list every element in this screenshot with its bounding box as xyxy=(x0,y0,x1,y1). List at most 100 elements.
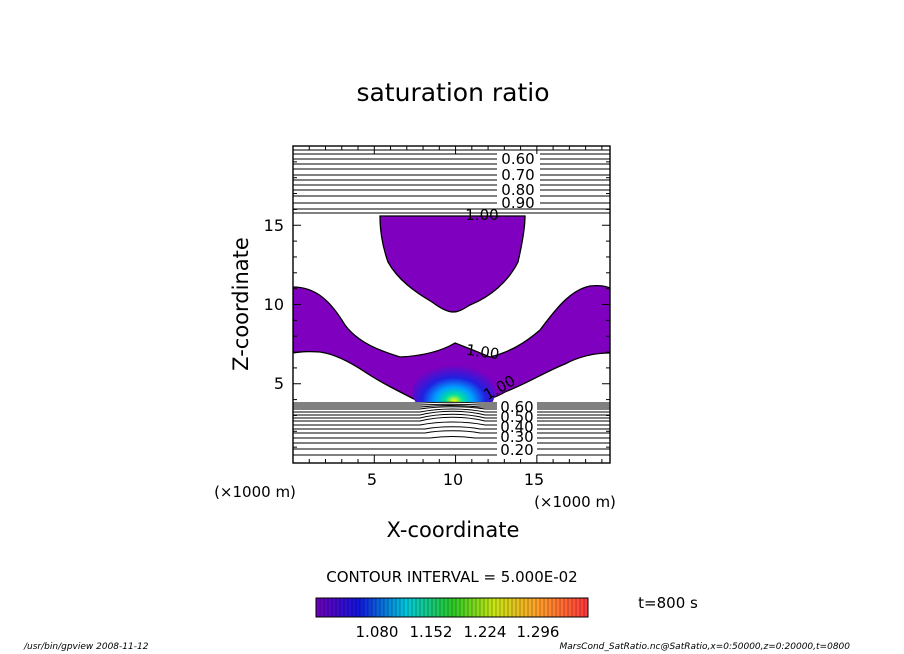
contour-label: 0.60 xyxy=(500,398,533,416)
colorbar-swatch xyxy=(511,597,517,618)
colorbar-swatch xyxy=(475,597,481,618)
colorbar-swatch xyxy=(531,597,537,618)
colorbar-swatch xyxy=(379,597,385,618)
colorbar-swatch xyxy=(355,597,361,618)
colorbar-swatch xyxy=(515,597,521,618)
colorbar-swatch xyxy=(467,597,473,618)
chart-title: saturation ratio xyxy=(356,78,549,107)
colorbar-swatch xyxy=(411,597,417,618)
colorbar-swatch xyxy=(471,597,477,618)
colorbar-swatch xyxy=(391,597,397,618)
y-tick-label: 5 xyxy=(274,374,284,393)
contour-label: 0.70 xyxy=(501,166,534,184)
colorbar-swatch xyxy=(571,597,577,618)
colorbar-swatch xyxy=(351,597,357,618)
colorbar-tick-label: 1.152 xyxy=(410,623,453,641)
colorbar-swatch xyxy=(551,597,557,618)
contour-label: 0.50 xyxy=(500,408,533,426)
upper-contour-lines xyxy=(293,149,610,214)
colorbar-swatch xyxy=(463,597,469,618)
colorbar-swatch xyxy=(547,597,553,618)
colorbar-swatch xyxy=(407,597,413,618)
contour-label: 0.40 xyxy=(500,418,533,436)
colorbar-swatch xyxy=(559,597,565,618)
colorbar-swatch xyxy=(427,597,433,618)
colorbar-tick-label: 1.296 xyxy=(517,623,560,641)
colorbar-swatch xyxy=(507,597,513,618)
colorbar-swatch xyxy=(479,597,485,618)
colorbar-swatch xyxy=(443,597,449,618)
colorbar-swatch xyxy=(451,597,457,618)
time-label: t=800 s xyxy=(638,594,698,612)
colorbar-swatch xyxy=(543,597,549,618)
colorbar-swatch xyxy=(363,597,369,618)
colorbar-swatch xyxy=(575,597,581,618)
y-axis-unit: (×1000 m) xyxy=(214,483,296,501)
colorbar-swatch xyxy=(371,597,377,618)
colorbar-swatch xyxy=(567,597,573,618)
colorbar-swatch xyxy=(339,597,345,618)
colorbar-swatch xyxy=(459,597,465,618)
contour-label: 0.80 xyxy=(501,181,534,199)
colorbar-swatch xyxy=(347,597,353,618)
contour-label: 1.00 xyxy=(465,341,501,363)
colorbar-swatch xyxy=(399,597,405,618)
colorbar-swatch xyxy=(395,597,401,618)
colorbar-swatch xyxy=(343,597,349,618)
colorbar-swatch xyxy=(439,597,445,618)
colorbar-frame xyxy=(315,597,589,618)
contour-label: 1.00 xyxy=(465,206,498,224)
colorbar-swatch xyxy=(387,597,393,618)
colorbar-swatch xyxy=(523,597,529,618)
colorbar-swatch xyxy=(367,597,373,618)
colorbar-swatch xyxy=(415,597,421,618)
colorbar-swatch xyxy=(435,597,441,618)
y-axis-label: Z-coordinate xyxy=(229,237,253,371)
colorbar-swatch xyxy=(403,597,409,618)
lower-contour-lines xyxy=(293,401,610,456)
x-tick-label: 10 xyxy=(443,470,463,489)
colorbar-swatch xyxy=(419,597,425,618)
x-axis-label: X-coordinate xyxy=(387,518,520,542)
colorbar-swatch xyxy=(423,597,429,618)
colorbar-swatch xyxy=(579,597,585,618)
colorbar-swatch xyxy=(555,597,561,618)
colorbar-swatch xyxy=(563,597,569,618)
colorbar-swatch xyxy=(483,597,489,618)
colorbar-swatch xyxy=(499,597,505,618)
y-tick-label: 15 xyxy=(264,216,284,235)
colorbar-swatch xyxy=(383,597,389,618)
colorbar-swatch xyxy=(315,597,321,618)
colorbar-swatch xyxy=(539,597,545,618)
contour-label: 0.20 xyxy=(500,441,533,459)
footer-left: /usr/bin/gpview 2008-11-12 xyxy=(24,642,149,652)
supersaturated-band xyxy=(293,284,610,403)
contour-label: 0.90 xyxy=(501,194,534,212)
colorbar-swatch xyxy=(331,597,337,618)
colorbar-swatch xyxy=(503,597,509,618)
contour-label: 0.30 xyxy=(500,428,533,446)
colorbar-swatch xyxy=(335,597,341,618)
contour-label: 0.60 xyxy=(501,150,534,168)
colorbar-tick-label: 1.080 xyxy=(356,623,399,641)
colorbar-swatch xyxy=(527,597,533,618)
contour-interval-text: CONTOUR INTERVAL = 5.000E-02 xyxy=(326,568,577,586)
colorbar-swatch xyxy=(323,597,329,618)
colorbar-swatch xyxy=(495,597,501,618)
colorbar-swatch xyxy=(319,597,325,618)
colorbar-swatch xyxy=(535,597,541,618)
colorbar-swatch xyxy=(455,597,461,618)
x-tick-label: 5 xyxy=(367,470,377,489)
colorbar-swatch xyxy=(375,597,381,618)
x-axis-unit: (×1000 m) xyxy=(534,493,616,511)
colorbar-swatch xyxy=(359,597,365,618)
colorbar-swatch xyxy=(447,597,453,618)
axis-ticks xyxy=(293,146,610,463)
upper-supersaturated-lobe xyxy=(379,215,526,313)
x-tick-label: 15 xyxy=(524,470,544,489)
colorbar xyxy=(315,597,589,618)
colorbar-swatch xyxy=(491,597,497,618)
colorbar-swatch xyxy=(487,597,493,618)
colorbar-swatch xyxy=(519,597,525,618)
